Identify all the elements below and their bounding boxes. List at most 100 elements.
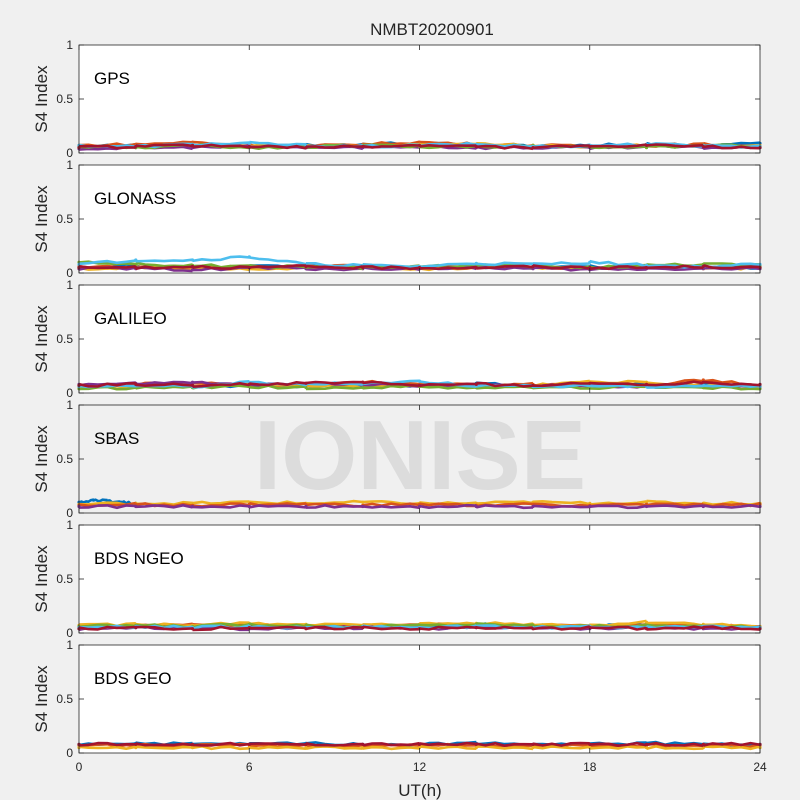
series-line-segment xyxy=(305,742,363,747)
data-point xyxy=(134,626,138,630)
series-line-segment xyxy=(249,264,307,269)
y-tick-label: 0.5 xyxy=(56,92,73,106)
series-line-segment xyxy=(192,500,250,505)
series-line-segment xyxy=(702,264,761,270)
data-point xyxy=(644,746,649,750)
panel-0: 0 0.5 1 GPS S4 Index xyxy=(32,38,762,160)
series-line-segment xyxy=(646,504,704,509)
data-point xyxy=(588,266,592,270)
y-tick-label: 0 xyxy=(66,506,73,520)
series-line-segment xyxy=(532,500,591,506)
y-axis-label: S4 Index xyxy=(32,545,51,613)
data-point xyxy=(361,742,365,747)
series-line-segment xyxy=(532,741,590,747)
series-line-segment xyxy=(419,144,477,148)
series-line-segment xyxy=(532,264,591,270)
data-point xyxy=(304,746,308,750)
data-point xyxy=(134,144,138,149)
data-point xyxy=(304,627,308,631)
series-line-segment xyxy=(305,745,363,750)
series-line-segment xyxy=(419,385,477,390)
data-point xyxy=(417,143,422,147)
data-point xyxy=(531,504,535,509)
series-line-segment xyxy=(476,261,534,267)
data-point xyxy=(134,258,138,262)
series-line-segment xyxy=(476,144,534,151)
series-line-segment xyxy=(703,384,761,388)
panel-label: GLONASS xyxy=(94,189,176,208)
data-point xyxy=(190,504,195,509)
x-tick-label: 18 xyxy=(583,760,597,774)
y-tick-label: 0.5 xyxy=(56,452,73,466)
series-line-segment xyxy=(419,741,477,747)
data-point xyxy=(134,266,138,270)
data-point xyxy=(474,266,478,270)
y-axis-label: S4 Index xyxy=(32,305,51,373)
panel-3: IONISE 0 0.5 1 SBAS S4 Index xyxy=(32,398,762,520)
series-line-segment xyxy=(532,381,590,388)
series-line-segment xyxy=(532,745,590,750)
data-point xyxy=(474,261,478,265)
data-point xyxy=(361,266,365,270)
data-point xyxy=(701,504,705,509)
data-point xyxy=(531,742,535,747)
series-line-segment xyxy=(476,381,534,388)
series-line-segment xyxy=(646,745,704,751)
data-point xyxy=(701,383,705,387)
y-axis-label: S4 Index xyxy=(32,65,51,133)
series-line-segment xyxy=(703,741,761,747)
y-axis-label: S4 Index xyxy=(32,425,51,493)
data-point xyxy=(588,742,592,747)
series-line-segment xyxy=(78,259,136,266)
watermark-band xyxy=(79,405,760,513)
panel-5: 0 0.5 1 0 6 12 18 24 BDS GEO S4 Index xyxy=(32,638,767,774)
y-tick-label: 1 xyxy=(66,398,73,412)
panel-1: 0 0.5 1 GLONASS S4 Index xyxy=(32,158,762,280)
data-point xyxy=(134,382,138,386)
data-point xyxy=(531,383,535,387)
data-point xyxy=(474,382,478,386)
series-line-segment xyxy=(476,500,534,505)
data-point xyxy=(701,380,705,384)
data-point xyxy=(588,504,592,509)
series-line-segment xyxy=(362,745,420,751)
series-line-segment xyxy=(192,264,250,270)
data-point xyxy=(531,746,535,750)
data-point xyxy=(644,627,649,631)
y-tick-label: 0 xyxy=(66,626,73,640)
data-point xyxy=(644,266,649,270)
series-line-segment xyxy=(419,382,477,388)
data-point xyxy=(190,746,195,750)
data-point xyxy=(247,255,251,259)
series-line-segment xyxy=(419,501,477,506)
series-line-segment xyxy=(646,621,704,627)
series-line-segment xyxy=(305,380,363,385)
data-point xyxy=(701,626,705,630)
series-line-segment xyxy=(192,382,250,388)
series-line-segment xyxy=(78,382,136,388)
data-point xyxy=(361,144,365,149)
y-tick-label: 1 xyxy=(66,158,73,172)
data-point xyxy=(190,143,195,147)
series-line-segment xyxy=(135,745,193,750)
series-line-segment xyxy=(646,264,704,269)
series-6 xyxy=(77,143,762,151)
series-3 xyxy=(77,741,762,747)
series-line-segment xyxy=(135,504,193,509)
series-line-segment xyxy=(135,742,193,747)
series-line-segment xyxy=(305,264,364,270)
data-point xyxy=(588,626,592,630)
series-line-segment xyxy=(703,743,761,749)
data-point xyxy=(701,742,705,747)
data-point xyxy=(190,258,195,262)
series-line-segment xyxy=(476,264,534,270)
series-line-segment xyxy=(532,144,590,150)
series-line-segment xyxy=(589,265,647,271)
series-line-segment xyxy=(532,625,591,631)
series-line-segment xyxy=(419,621,477,626)
series-line-segment xyxy=(589,625,647,631)
data-point xyxy=(644,500,649,504)
series-line-segment xyxy=(532,504,590,509)
y-axis-label: S4 Index xyxy=(32,665,51,733)
